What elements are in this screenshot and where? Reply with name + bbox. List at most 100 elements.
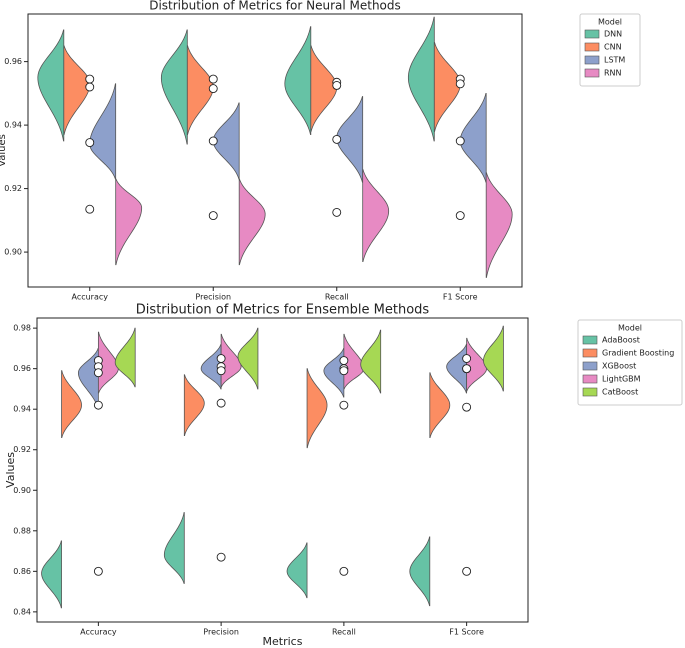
x-tick-label: Accuracy <box>80 628 117 637</box>
data-point <box>93 400 103 410</box>
data-point <box>455 79 465 89</box>
violin-half <box>89 83 117 180</box>
legend-swatch <box>584 29 600 39</box>
violin-half <box>63 45 91 136</box>
violin-half <box>466 337 488 392</box>
data-point <box>455 211 465 221</box>
x-tick-label: Recall <box>325 293 349 302</box>
x-tick-label: Precision <box>203 628 239 637</box>
legend-label: XGBoost <box>602 362 636 371</box>
data-point <box>332 134 342 144</box>
y-axis-label: Values <box>0 134 8 167</box>
y-tick-label: 0.94 <box>13 405 31 414</box>
violin-half <box>41 540 62 609</box>
legend-label: Gradient Boosting <box>602 349 674 358</box>
data-point <box>85 82 95 92</box>
legend-swatch <box>584 68 600 78</box>
data-point <box>216 354 226 363</box>
legend-swatch <box>584 55 600 65</box>
violin-half <box>306 368 328 449</box>
violin-half <box>459 92 487 183</box>
violin-half <box>323 348 345 398</box>
x-tick-label: Precision <box>195 293 231 302</box>
data-point <box>332 207 342 217</box>
violin-half <box>286 542 308 599</box>
legend-label: AdaBoost <box>602 336 640 345</box>
violin-half <box>310 45 338 132</box>
data-point <box>216 398 226 408</box>
violin-half <box>485 172 513 278</box>
x-tick-label: F1 Score <box>449 628 484 637</box>
y-tick-label: 0.88 <box>13 526 31 535</box>
y-tick-label: 0.94 <box>4 121 22 130</box>
y-tick-label: 0.96 <box>4 57 22 66</box>
legend-label: LSTM <box>604 56 625 65</box>
violin-half <box>114 327 136 388</box>
legend-title: Model <box>598 18 622 27</box>
data-point <box>208 74 218 84</box>
violin-half <box>433 42 461 132</box>
violin-half <box>61 370 82 438</box>
legend-label: DNN <box>604 30 622 39</box>
violin-half <box>163 512 185 584</box>
data-point <box>208 211 218 221</box>
y-tick-label: 0.90 <box>4 248 22 257</box>
violin-half <box>409 536 431 607</box>
data-point <box>462 354 472 363</box>
data-point <box>216 366 226 376</box>
violin-half <box>483 325 504 392</box>
data-point <box>93 368 103 378</box>
legend-box <box>577 319 683 406</box>
legend-label: CatBoost <box>602 388 638 397</box>
y-tick-label: 0.86 <box>13 567 31 576</box>
violin-half <box>160 29 188 145</box>
data-point <box>85 204 95 214</box>
legend-swatch <box>582 387 598 397</box>
data-point <box>216 552 226 562</box>
violin-half <box>429 372 451 438</box>
legend-title: Model <box>618 324 642 333</box>
data-point <box>208 136 218 146</box>
data-point <box>332 80 342 90</box>
y-tick-label: 0.92 <box>13 445 31 454</box>
data-point <box>462 402 472 412</box>
violin-half <box>115 178 143 266</box>
violin-half <box>237 327 259 390</box>
legend-label: LightGBM <box>602 375 641 384</box>
plot-frame <box>36 317 529 623</box>
data-point <box>339 566 349 576</box>
data-point <box>208 84 218 94</box>
violin-half <box>238 178 266 266</box>
violin-half <box>37 29 65 142</box>
y-tick-label: 0.98 <box>13 324 31 333</box>
legend-swatch <box>582 374 598 384</box>
legend-label: CNN <box>604 43 622 52</box>
violin-half <box>407 16 435 142</box>
chart-title: Distribution of Metrics for Ensemble Met… <box>136 303 430 318</box>
violin-half <box>183 374 205 436</box>
legend-swatch <box>582 348 598 358</box>
violin-half <box>284 26 312 136</box>
data-point <box>339 366 349 376</box>
y-tick-label: 0.84 <box>13 607 31 616</box>
data-point <box>339 400 349 410</box>
y-axis-label: Values <box>4 452 17 488</box>
legend-swatch <box>584 42 600 52</box>
legend-label: RNN <box>604 69 622 78</box>
legend-swatch <box>582 361 598 371</box>
x-axis-label: Metrics <box>263 635 303 648</box>
legend-swatch <box>582 335 598 345</box>
x-tick-label: Recall <box>332 628 356 637</box>
violin-half <box>446 343 468 394</box>
chart-title: Distribution of Metrics for Neural Metho… <box>149 0 401 13</box>
violin-half <box>360 329 382 394</box>
violin-half <box>200 343 222 390</box>
x-tick-label: Accuracy <box>71 293 108 302</box>
data-point <box>462 364 472 374</box>
y-tick-label: 0.92 <box>4 184 22 193</box>
y-tick-label: 0.96 <box>13 364 31 373</box>
violin-half <box>77 348 99 410</box>
data-point <box>339 356 349 366</box>
data-point <box>462 566 472 576</box>
